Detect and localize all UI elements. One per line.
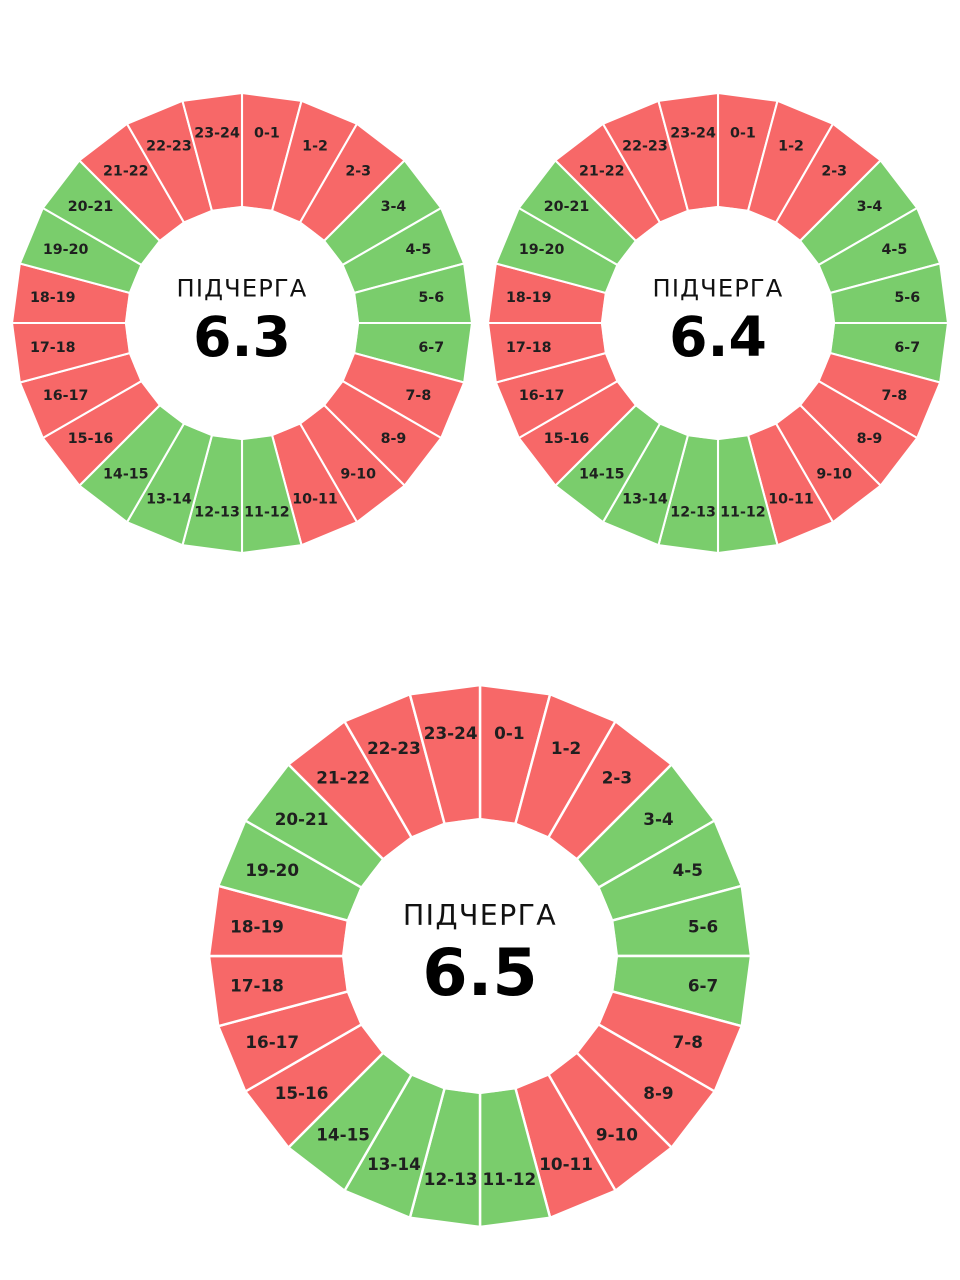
hour-label: 12-13 [424, 1169, 478, 1189]
hour-label: 9-10 [340, 466, 376, 482]
hour-label: 5-6 [894, 290, 920, 306]
hour-label: 11-12 [244, 504, 290, 520]
hour-label: 23-24 [194, 126, 240, 142]
subqueue-caption: ПІДЧЕРГА [177, 275, 308, 303]
hour-label: 3-4 [857, 199, 883, 215]
hour-label: 0-1 [730, 126, 756, 142]
hour-label: 18-19 [230, 917, 284, 937]
hour-label: 7-8 [405, 388, 431, 404]
hour-label: 14-15 [103, 466, 149, 482]
ring-chart: 0-1 1-2 2-3 3-4 4-5 5-6 6-7 7-8 8-9 9-1010-1111-1… [207, 683, 753, 1229]
hour-label: 17-18 [30, 340, 76, 356]
hour-label: 16-17 [245, 1032, 299, 1052]
subqueue-caption: ПІДЧЕРГА [403, 899, 557, 932]
hour-label: 1-2 [302, 139, 328, 155]
hour-label: 12-13 [670, 504, 716, 520]
hour-label: 2-3 [345, 164, 371, 180]
hour-label: 15-16 [275, 1083, 329, 1103]
hour-label: 14-15 [316, 1124, 370, 1144]
hour-label: 11-12 [720, 504, 766, 520]
hour-label: 19-20 [519, 242, 565, 258]
hour-label: 4-5 [673, 860, 703, 880]
hour-label: 20-21 [275, 809, 329, 829]
hour-label: 9-10 [596, 1124, 638, 1144]
hour-label: 10-11 [539, 1154, 593, 1174]
hour-label: 19-20 [245, 860, 299, 880]
hour-label: 18-19 [506, 290, 552, 306]
hour-label: 2-3 [821, 164, 847, 180]
hour-label: 6-7 [688, 975, 718, 995]
hour-label: 10-11 [292, 491, 338, 507]
hour-label: 22-23 [622, 139, 668, 155]
hour-label: 6-7 [418, 340, 444, 356]
hour-label: 17-18 [230, 975, 284, 995]
hour-label: 6-7 [894, 340, 920, 356]
hour-label: 13-14 [146, 491, 192, 507]
hour-label: 15-16 [544, 431, 590, 447]
hour-label: 10-11 [768, 491, 814, 507]
hour-label: 19-20 [43, 242, 89, 258]
hour-label: 11-12 [482, 1169, 536, 1189]
queue-6-4-schedule-ring: 0-1 1-2 2-3 3-4 4-5 5-6 6-7 7-8 8-9 9-10 10-11 11-1… [486, 91, 950, 555]
hour-label: 1-2 [778, 139, 804, 155]
queue-6-5-schedule-ring: 0-1 1-2 2-3 3-4 4-5 5-6 6-7 7-8 8-9 9-10 10-11 11-1… [207, 683, 753, 1229]
hour-label: 8-9 [381, 431, 407, 447]
ring-chart: 0-1 1-2 2-3 3-4 4-5 5-6 6-7 7-8 8-9 9-1010-1111-1… [486, 91, 950, 555]
hour-label: 21-22 [316, 768, 370, 788]
hour-label: 7-8 [673, 1032, 703, 1052]
hour-label: 8-9 [857, 431, 883, 447]
hour-label: 9-10 [816, 466, 852, 482]
hour-label: 7-8 [881, 388, 907, 404]
hour-label: 5-6 [418, 290, 444, 306]
hour-label: 1-2 [551, 738, 581, 758]
hour-label: 4-5 [405, 242, 431, 258]
hour-label: 13-14 [367, 1154, 421, 1174]
hour-label: 3-4 [643, 809, 673, 829]
hour-label: 22-23 [146, 139, 192, 155]
hour-label: 20-21 [544, 199, 590, 215]
subqueue-caption: ПІДЧЕРГА [653, 275, 784, 303]
subqueue-number: 6.3 [193, 306, 291, 370]
hour-label: 12-13 [194, 504, 240, 520]
hour-label: 23-24 [670, 126, 716, 142]
hour-label: 16-17 [43, 388, 89, 404]
hour-label: 3-4 [381, 199, 407, 215]
hour-label: 5-6 [688, 917, 718, 937]
hour-label: 0-1 [494, 723, 524, 743]
ring-center [125, 206, 359, 440]
hour-label: 0-1 [254, 126, 280, 142]
hour-label: 8-9 [643, 1083, 673, 1103]
queue-6-3-schedule-ring: 0-1 1-2 2-3 3-4 4-5 5-6 6-7 7-8 8-9 9-10 10-11 11-1… [10, 91, 474, 555]
hour-label: 14-15 [579, 466, 625, 482]
hour-label: 21-22 [103, 164, 149, 180]
ring-center [343, 819, 617, 1093]
hour-label: 4-5 [881, 242, 907, 258]
subqueue-number: 6.5 [422, 936, 537, 1011]
hour-label: 22-23 [367, 738, 421, 758]
ring-chart: 0-1 1-2 2-3 3-4 4-5 5-6 6-7 7-8 8-9 9-1010-1111-1… [10, 91, 474, 555]
hour-label: 15-16 [68, 431, 114, 447]
hour-label: 16-17 [519, 388, 565, 404]
hour-label: 17-18 [506, 340, 552, 356]
hour-label: 20-21 [68, 199, 114, 215]
hour-label: 18-19 [30, 290, 76, 306]
hour-label: 23-24 [424, 723, 478, 743]
hour-label: 13-14 [622, 491, 668, 507]
hour-label: 2-3 [602, 768, 632, 788]
hour-segment-23-24 [181, 91, 244, 212]
ring-center [601, 206, 835, 440]
hour-label: 21-22 [579, 164, 625, 180]
subqueue-number: 6.4 [669, 306, 767, 370]
